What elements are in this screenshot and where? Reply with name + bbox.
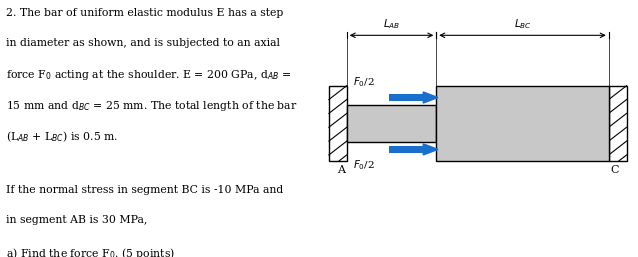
Text: a) Find the force F$_0$. (5 points): a) Find the force F$_0$. (5 points) (6, 246, 175, 257)
Text: $d_{AB}$: $d_{AB}$ (364, 117, 382, 130)
Polygon shape (423, 144, 438, 155)
Text: in diameter as shown, and is subjected to an axial: in diameter as shown, and is subjected t… (6, 38, 280, 48)
Text: If the normal stress in segment BC is -10 MPa and: If the normal stress in segment BC is -1… (6, 185, 284, 195)
Bar (329, 86, 347, 161)
Text: $F_0$/2: $F_0$/2 (353, 75, 375, 89)
Text: $F_0$/2: $F_0$/2 (353, 158, 375, 172)
Text: A: A (337, 165, 345, 175)
Bar (389, 146, 423, 153)
Bar (609, 86, 627, 161)
Text: (L$_{AB}$ + L$_{BC}$) is 0.5 m.: (L$_{AB}$ + L$_{BC}$) is 0.5 m. (6, 129, 119, 144)
Text: C: C (611, 165, 619, 175)
Bar (389, 94, 423, 101)
Text: in segment AB is 30 MPa,: in segment AB is 30 MPa, (6, 215, 148, 225)
Polygon shape (423, 92, 438, 103)
Text: 15 mm and d$_{BC}$ = 25 mm. The total length of the bar: 15 mm and d$_{BC}$ = 25 mm. The total le… (6, 99, 298, 113)
Text: 2. The bar of uniform elastic modulus E has a step: 2. The bar of uniform elastic modulus E … (6, 8, 284, 18)
Bar (347, 105, 436, 142)
Bar (436, 86, 609, 161)
Text: $L_{AB}$: $L_{AB}$ (383, 17, 400, 31)
Text: $L_{BC}$: $L_{BC}$ (514, 17, 531, 31)
Text: $d_{BC}$: $d_{BC}$ (590, 117, 609, 130)
Text: B: B (439, 146, 447, 156)
Text: force F$_0$ acting at the shoulder. E = 200 GPa, d$_{AB}$ =: force F$_0$ acting at the shoulder. E = … (6, 68, 292, 82)
